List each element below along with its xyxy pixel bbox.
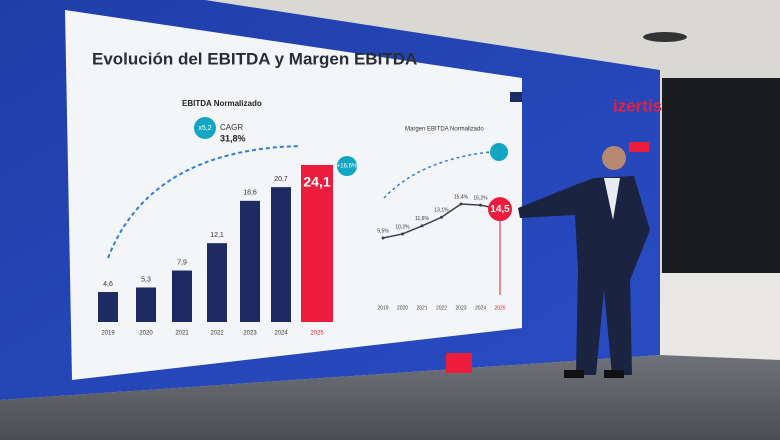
x-tick-label: 2025 [310,331,324,337]
slide-accent [510,92,522,102]
wall-accent [629,142,649,152]
value-label: 4,6 [103,281,113,288]
x-tick-label: 2023 [243,331,257,337]
x-tick-label: 2019 [377,305,388,311]
badge-label: +16,6% [337,164,358,170]
value-label-highlight: 14,5 [490,204,510,215]
value-label: 7,9 [177,259,187,266]
x-tick-label: 2024 [475,305,486,311]
value-label-highlight: 24,1 [303,174,330,190]
chart-title: EBITDA Normalizado [182,99,262,108]
annotation: 31,8% [220,133,246,143]
x-tick-label: 2022 [210,331,224,337]
trend-arc [383,151,491,199]
x-tick-label: 2023 [455,305,466,311]
bar [136,287,156,322]
bar [240,200,260,322]
bar [207,243,227,322]
value-label: 15,2% [473,195,488,201]
brand-logo: izertis [613,96,662,115]
slide-title: Evolución del EBITDA y Margen EBITDA [92,49,417,68]
x-tick-label: 2020 [397,305,408,311]
value-label: 15,4% [454,194,469,200]
growth-arc [107,145,301,259]
point-highlight [488,197,512,222]
point [459,202,463,206]
x-tick-label: 2025 [494,305,505,311]
point [381,236,385,240]
side-screen [662,78,780,273]
x-tick-label: 2020 [139,331,153,337]
side-wall [660,273,780,363]
x-tick-label: 2021 [416,305,427,311]
value-label: 9,5% [377,228,389,234]
bar [301,165,333,322]
point [420,224,424,228]
value-label: 5,3 [141,276,151,283]
point [440,215,443,219]
annotation: CAGR [220,123,243,132]
ceiling-light [643,32,687,42]
x-tick-label: 2022 [436,305,447,311]
value-label: 10,2% [395,224,410,230]
badge [337,156,357,176]
badge [194,117,216,139]
x-tick-label: 2019 [101,331,115,337]
value-label: 13,1% [434,208,449,214]
value-label: 11,6% [415,216,429,222]
point [401,232,404,236]
value-label: 12,1 [210,232,224,239]
chart-title: Margen EBITDA Normalizado [405,127,484,133]
x-tick-label: 2021 [175,331,189,337]
bar [98,292,118,322]
bar [172,270,192,322]
speaker [518,146,650,378]
floor [0,355,780,440]
badge [490,143,508,161]
value-label: 20,7 [274,176,288,183]
wall-accent [446,353,472,373]
value-label: 18,6 [243,190,257,197]
badge-label: x5,2 [198,125,211,132]
bar [271,187,291,322]
point [479,203,482,207]
x-tick-label: 2024 [274,331,288,337]
